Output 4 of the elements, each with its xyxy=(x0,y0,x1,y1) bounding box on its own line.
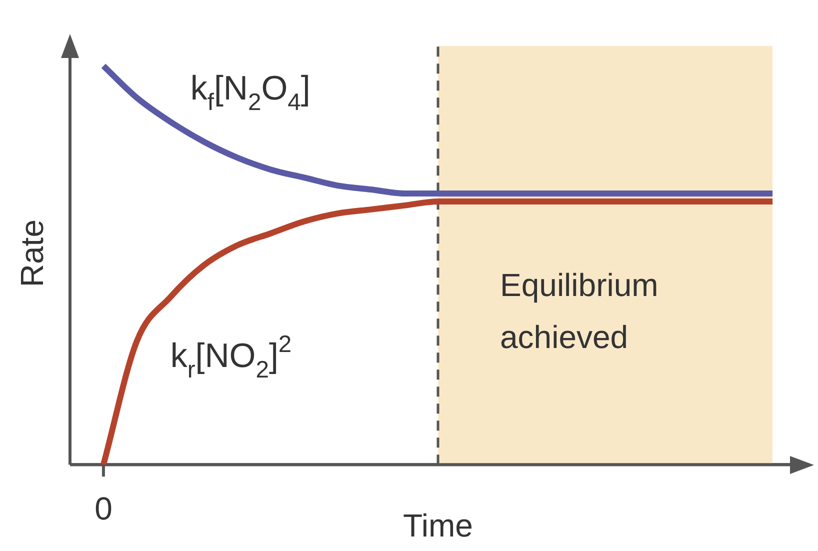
y-axis-title: Rate xyxy=(14,220,50,288)
text: 0 xyxy=(94,490,112,526)
annotation: Equilibrium achieved xyxy=(500,267,658,356)
x-axis-title: Time xyxy=(403,508,473,544)
